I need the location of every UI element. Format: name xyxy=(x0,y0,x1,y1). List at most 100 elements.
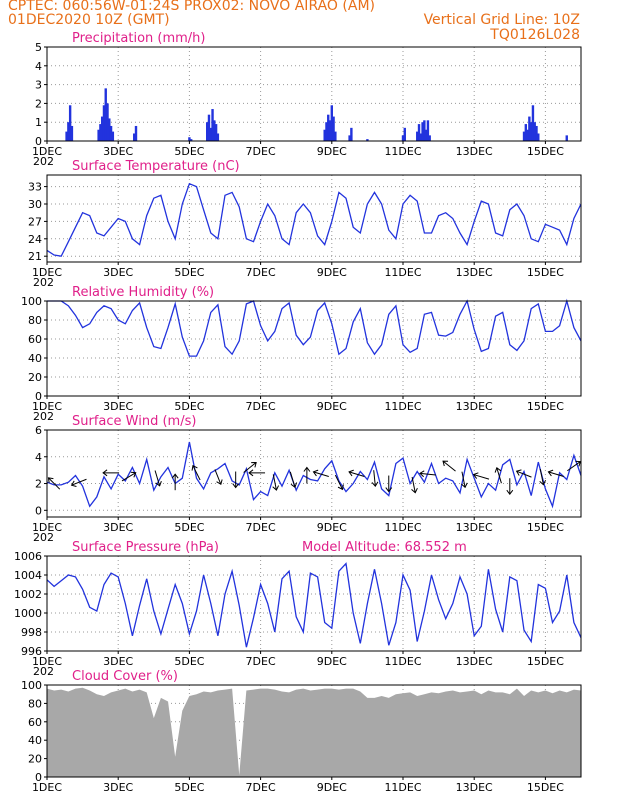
wind-arrow-head xyxy=(248,469,254,477)
header-date-line: 01DEC2020 10Z (GMT) xyxy=(8,12,170,28)
precip-bar xyxy=(330,105,333,141)
precip-bar xyxy=(213,120,216,141)
x-year-stub: 202 xyxy=(33,155,54,168)
precip-bar xyxy=(524,124,528,141)
y-tick-label: 40 xyxy=(28,352,42,365)
wind-arrow xyxy=(312,469,329,477)
wind-arrow-shaft xyxy=(567,461,581,472)
precip-bar xyxy=(100,116,104,141)
precip-bar xyxy=(70,125,74,141)
precip-bar xyxy=(134,125,138,141)
wind-arrow-shaft xyxy=(272,474,277,491)
y-tick-label: 1002 xyxy=(14,588,42,601)
y-tick-label: 4 xyxy=(35,60,42,73)
wind-arrow-shaft xyxy=(348,471,365,477)
y-tick-label: 20 xyxy=(28,753,42,766)
precip-bar xyxy=(537,133,540,141)
x-tick-label: 11DEC xyxy=(384,400,421,413)
y-tick-label: 998 xyxy=(21,626,42,639)
series-line-wind xyxy=(46,441,582,509)
wind-arrow xyxy=(102,469,120,477)
precip-bar xyxy=(328,120,332,141)
wind-arrow xyxy=(494,467,502,484)
series-line-temp xyxy=(46,182,582,257)
precip-bar xyxy=(348,135,351,141)
wind-arrow xyxy=(411,476,418,494)
wind-arrow-head xyxy=(494,467,502,473)
wind-arrow-head xyxy=(385,487,393,493)
precip-bar xyxy=(526,129,529,141)
precip-bar xyxy=(535,125,538,141)
precip-bar xyxy=(529,122,533,141)
wind-arrow-head xyxy=(303,466,311,472)
x-tick-label: 13DEC xyxy=(456,145,493,158)
x-tick-label: 15DEC xyxy=(527,266,564,279)
y-tick-label: 3 xyxy=(35,79,42,92)
wind-arrow-head xyxy=(411,487,418,494)
y-tick-label: 60 xyxy=(28,716,42,729)
x-tick-label: 3DEC xyxy=(103,781,133,794)
wind-arrow xyxy=(303,466,311,484)
wind-arrow xyxy=(515,469,532,478)
wind-arrow xyxy=(289,471,298,488)
y-tick-label: 80 xyxy=(28,697,42,710)
precip-bar xyxy=(189,139,193,141)
panel-title-cloud: Cloud Cover (%) xyxy=(72,669,178,684)
y-tick-label: 80 xyxy=(28,314,42,327)
y-tick-label: 24 xyxy=(28,233,42,246)
x-tick-label: 1DEC xyxy=(32,781,62,794)
x-tick-label: 3DEC xyxy=(103,266,133,279)
panel-frame xyxy=(46,684,582,778)
wind-arrow xyxy=(214,469,223,486)
precip-bar xyxy=(421,122,424,141)
precip-bar xyxy=(528,116,531,141)
precip-bar xyxy=(327,114,330,141)
precip-bar xyxy=(97,129,100,141)
wind-arrow-head xyxy=(191,464,198,471)
wind-arrow xyxy=(385,475,393,493)
precip-bar xyxy=(533,122,536,141)
wind-arrow-shaft xyxy=(442,460,456,472)
y-tick-label: 40 xyxy=(28,734,42,747)
wind-arrow-head xyxy=(70,480,77,487)
wind-arrow-head xyxy=(102,469,108,477)
wind-arrow xyxy=(472,472,490,480)
header-model-code: TQ0126L028 xyxy=(490,27,580,43)
wind-arrow-shaft xyxy=(121,472,136,482)
panel-title-pres: Surface Pressure (hPa) xyxy=(72,540,219,555)
wind-arrow xyxy=(248,469,266,477)
panel-frame xyxy=(46,429,582,518)
panel-title-precip: Precipitation (mm/h) xyxy=(72,31,205,46)
wind-arrow-head xyxy=(348,469,354,477)
wind-arrow-head xyxy=(371,481,379,487)
precip-bar xyxy=(206,122,209,141)
wind-arrow-shaft xyxy=(473,474,490,480)
series-line-rh xyxy=(47,298,582,357)
panel-frame xyxy=(46,174,582,263)
precip-bar xyxy=(102,105,106,141)
wind-arrow xyxy=(191,464,201,481)
y-tick-label: 33 xyxy=(28,181,42,194)
precip-bar xyxy=(211,109,214,141)
x-tick-label: 5DEC xyxy=(174,266,204,279)
x-tick-label: 13DEC xyxy=(456,781,493,794)
precip-bar xyxy=(111,131,115,141)
wind-arrow-head xyxy=(419,470,425,478)
panel-pres: 996 998 1000 1002 1004 1006 1DEC 3DEC 5DEC 7DEC 9D… xyxy=(14,540,582,678)
precip-bar xyxy=(188,137,191,141)
x-year-stub: 202 xyxy=(33,276,54,289)
x-tick-label: 5DEC xyxy=(174,521,204,534)
precip-bar xyxy=(531,105,535,141)
wind-arrow xyxy=(539,468,547,486)
x-tick-label: 1DEC xyxy=(32,655,62,668)
wind-arrow-head xyxy=(171,473,179,479)
precip-bar xyxy=(334,131,337,141)
precip-bar xyxy=(67,122,70,141)
wind-arrow xyxy=(547,469,564,477)
precip-bar xyxy=(109,125,113,141)
x-tick-label: 11DEC xyxy=(384,266,421,279)
wind-arrow xyxy=(506,478,514,496)
x-tick-label: 9DEC xyxy=(317,400,347,413)
wind-arrow-shaft xyxy=(48,477,61,490)
precip-bar xyxy=(401,135,405,141)
